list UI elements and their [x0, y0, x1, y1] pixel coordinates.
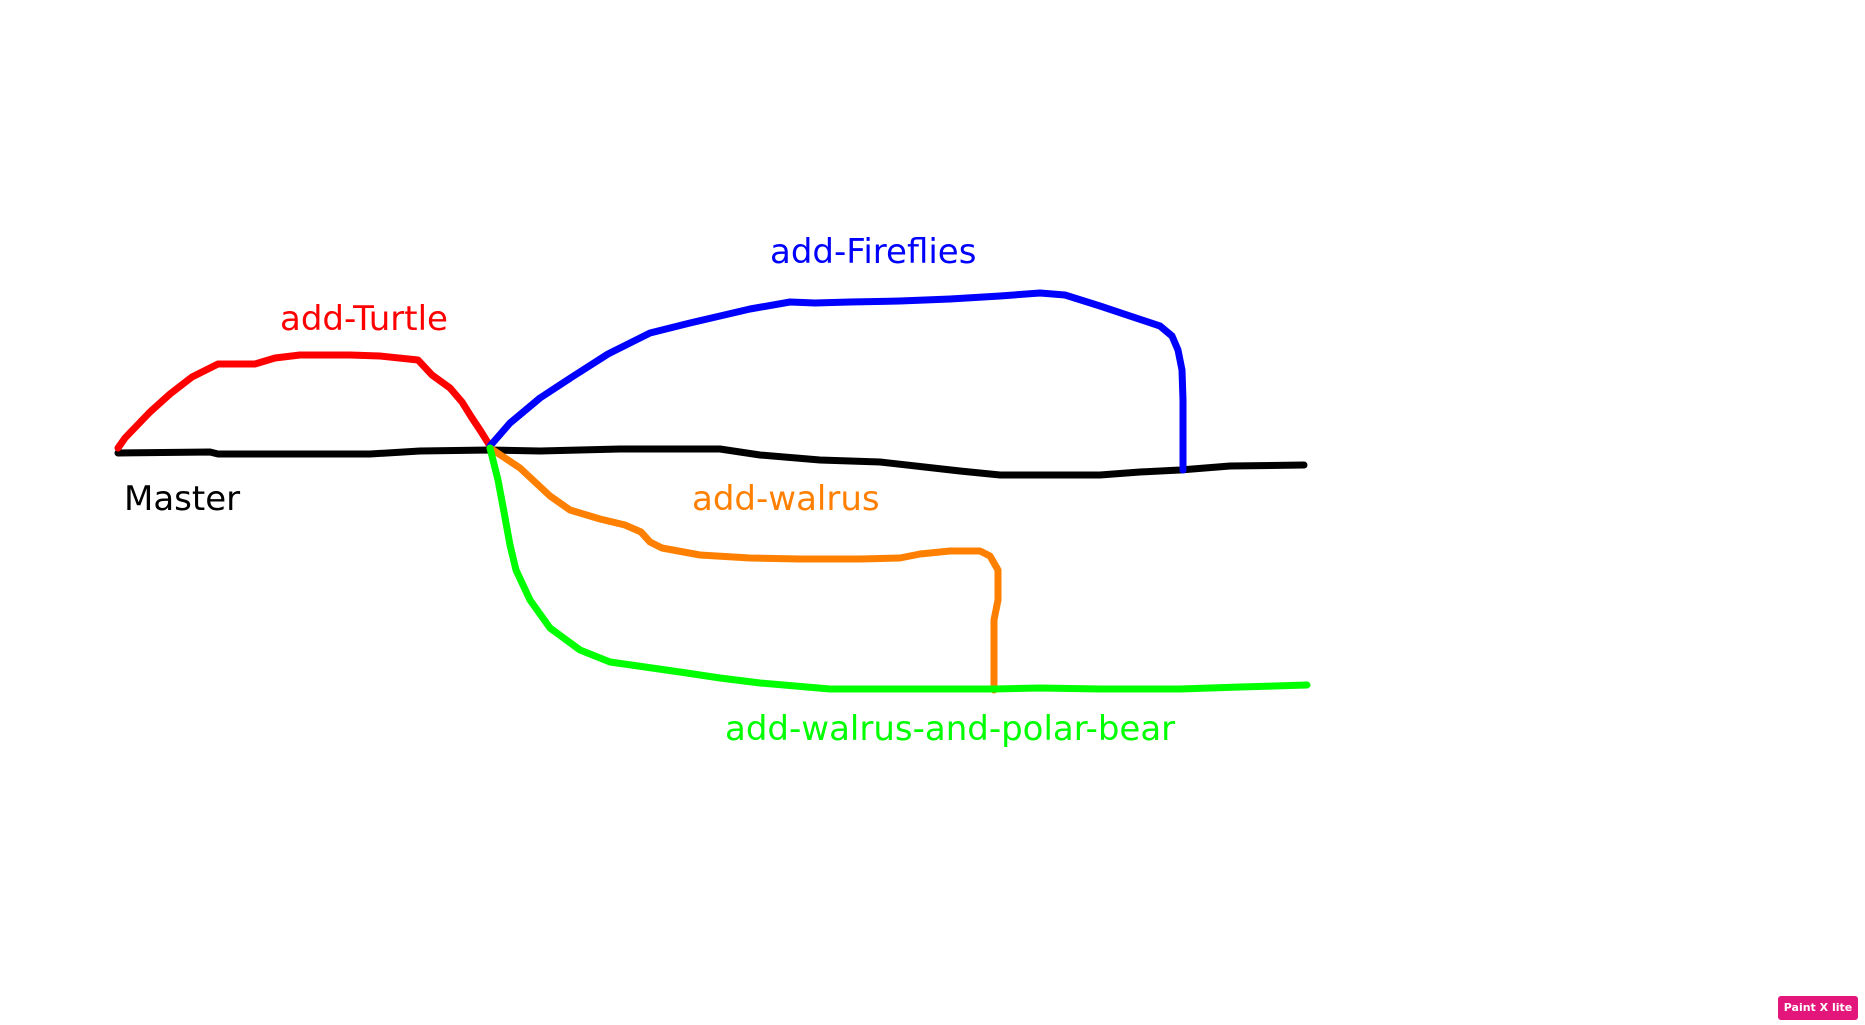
turtle-label: add-Turtle	[280, 299, 448, 339]
master-branch-line	[114, 445, 1308, 479]
walrus-polar-bear-label: add-walrus-and-polar-bear	[725, 709, 1175, 749]
fireflies-branch-line	[486, 289, 1187, 474]
paint-x-lite-watermark: Paint X lite	[1778, 996, 1858, 1020]
turtle-branch-line	[114, 351, 494, 452]
walrus-polar-bear-branch-line	[486, 444, 1311, 693]
walrus-label: add-walrus	[692, 479, 880, 519]
walrus-branch-line	[486, 444, 1002, 694]
master-label: Master	[124, 479, 240, 519]
fireflies-label: add-Fireflies	[770, 232, 976, 272]
